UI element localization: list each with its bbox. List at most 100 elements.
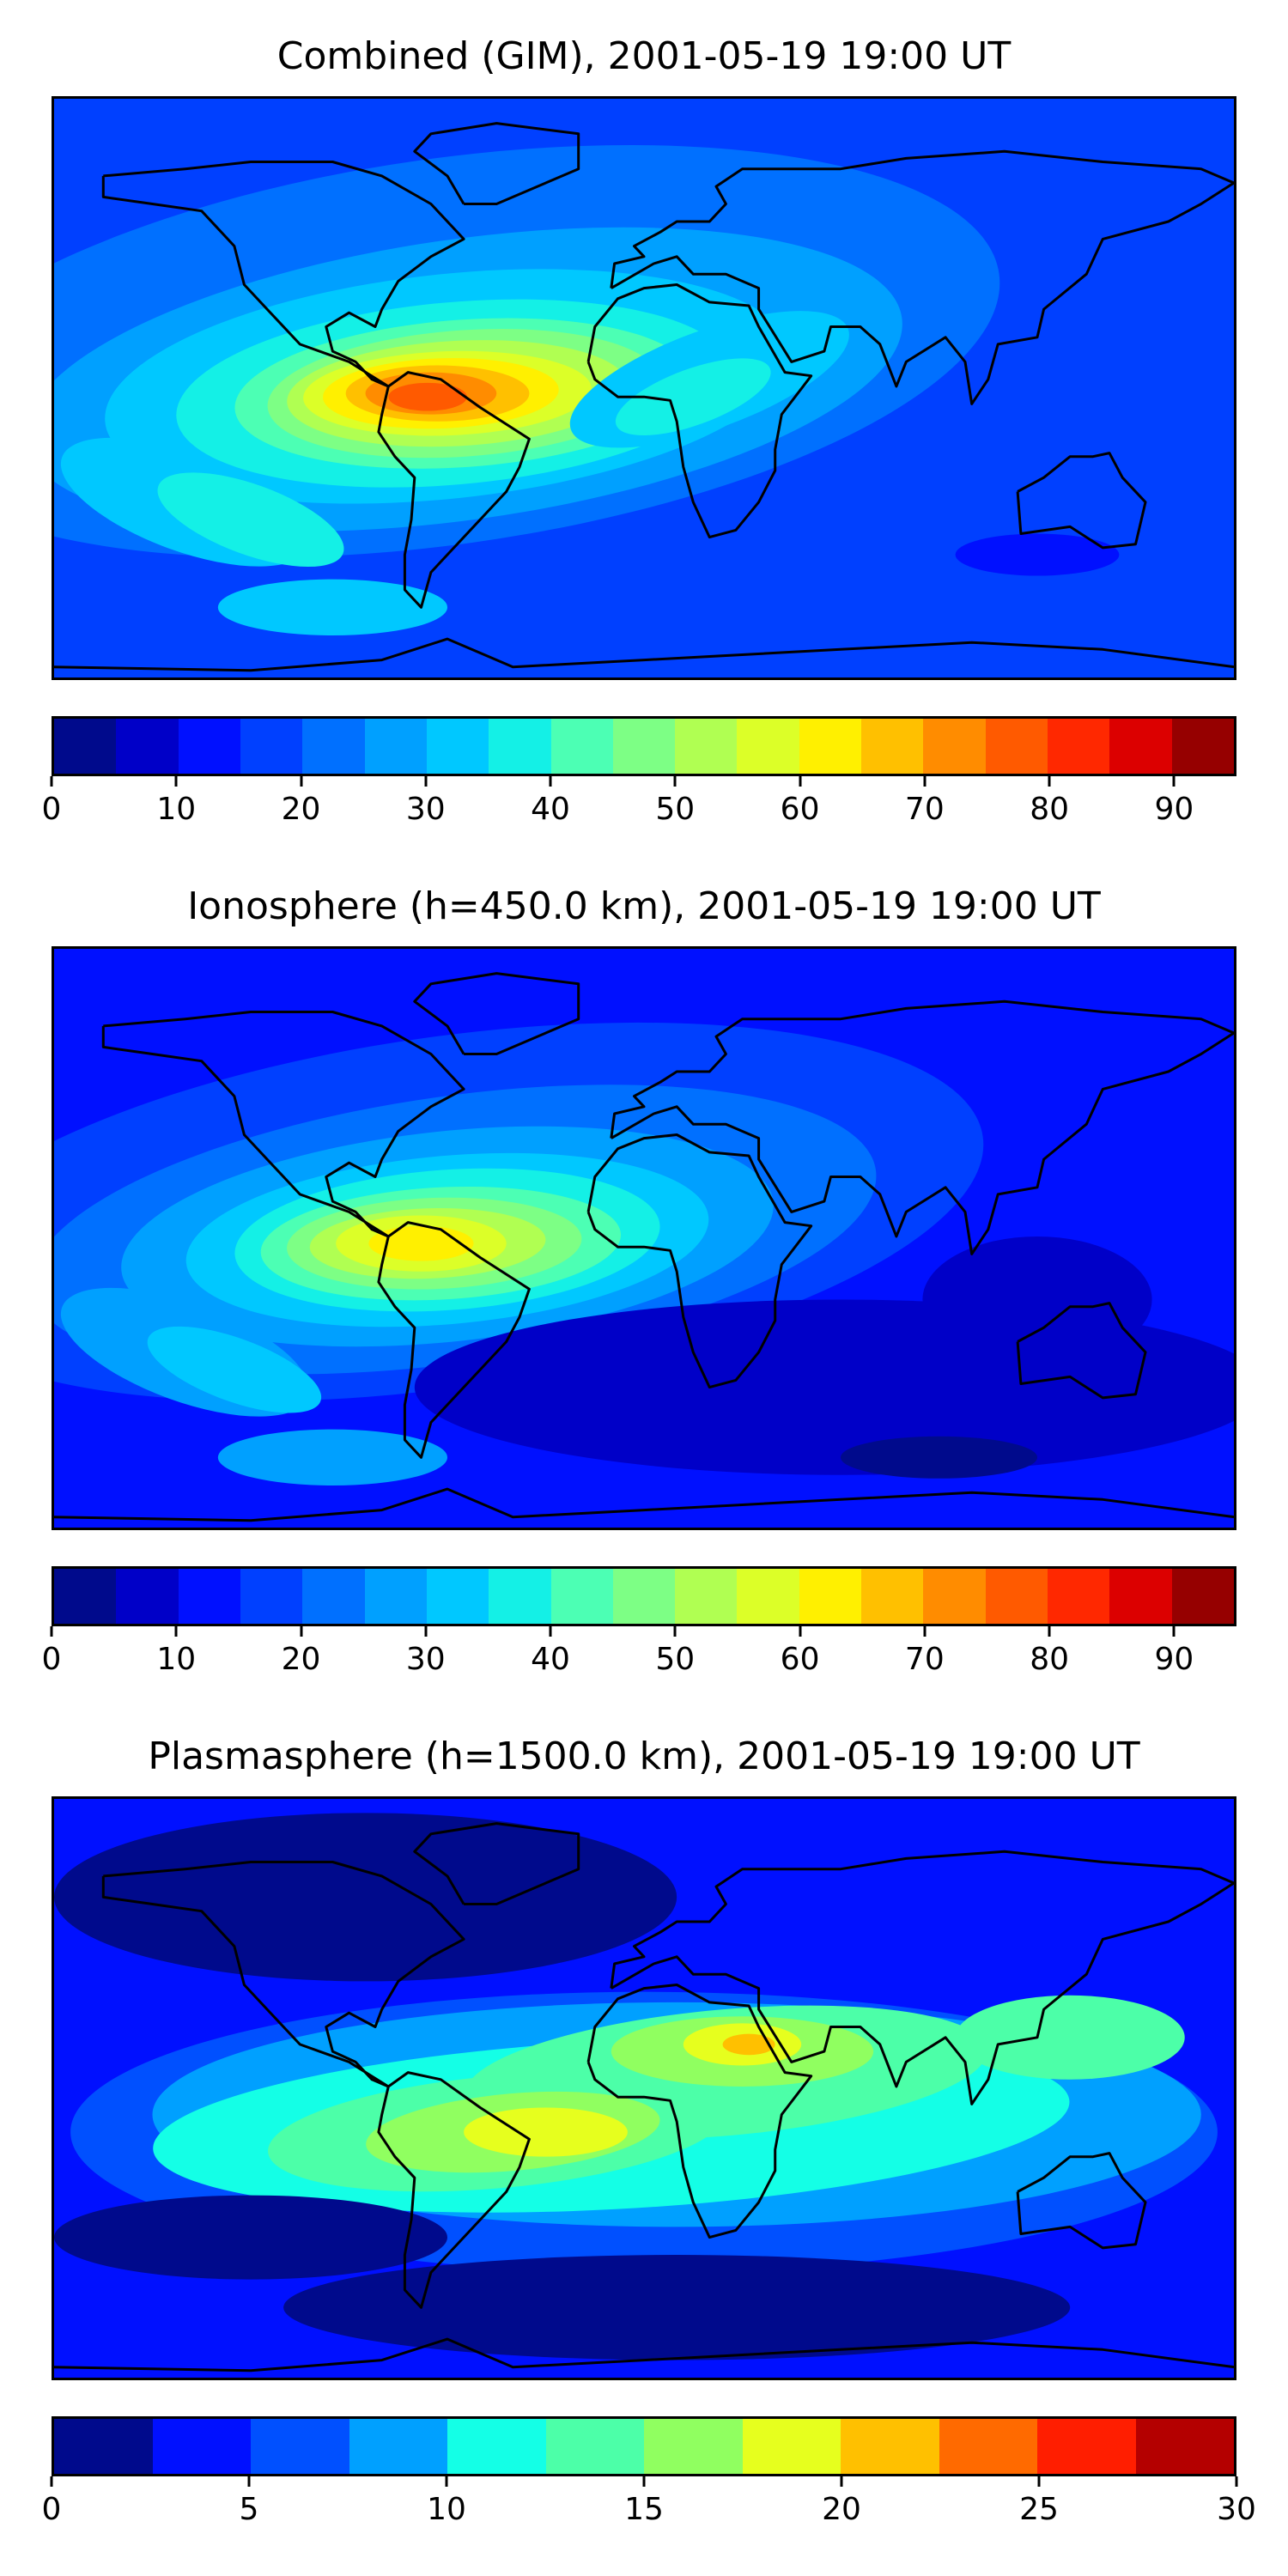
- colorbar-segment: [364, 719, 427, 774]
- colorbar-segment: [116, 1569, 179, 1624]
- coastline: [610, 1850, 1234, 2105]
- colorbar-tick: [247, 2476, 251, 2487]
- colorbar-segment: [644, 2419, 743, 2474]
- colorbar-tick-label: 60: [780, 792, 820, 827]
- colorbar-tick-label: 20: [822, 2492, 861, 2527]
- contour-band: [388, 382, 467, 411]
- colorbar-tick: [1048, 1626, 1051, 1637]
- colorbar-tick-label: 40: [531, 792, 570, 827]
- colorbar-segment: [152, 2419, 251, 2474]
- colorbar-segment: [550, 1569, 613, 1624]
- colorbar-segment: [178, 719, 240, 774]
- colorbar-segment: [939, 2419, 1037, 2474]
- colorbar-segment: [675, 1569, 738, 1624]
- colorbar-tick-label: 30: [405, 1642, 446, 1677]
- coastline: [377, 1221, 531, 1459]
- panel-title-ionosphere: Ionosphere (h=450.0 km), 2001-05-19 19:0…: [187, 884, 1101, 928]
- colorbar-segment: [612, 719, 676, 774]
- colorbar-tick-label: 50: [655, 1642, 696, 1677]
- colorbar-tick-label: 10: [156, 1642, 197, 1677]
- colorbar-tick-label: 15: [624, 2492, 664, 2527]
- colorbar-segment: [1048, 719, 1110, 774]
- colorbar-tick: [799, 1626, 802, 1637]
- colorbar-segment: [861, 719, 924, 774]
- colorbar-segment: [923, 1569, 986, 1624]
- contour-band: [922, 1236, 1152, 1364]
- colorbar-tick: [1037, 2476, 1041, 2487]
- contour-band: [722, 2033, 775, 2056]
- colorbar-segment: [1171, 1569, 1234, 1624]
- colorbar-segment: [349, 2419, 447, 2474]
- colorbar-segment: [737, 719, 799, 774]
- coastline: [586, 283, 813, 539]
- contour-band: [157, 472, 344, 568]
- colorbar-tick-label: 20: [281, 792, 321, 827]
- colorbar-tick: [673, 1626, 677, 1637]
- colorbar-tick-label: 70: [904, 792, 945, 827]
- colorbar-ionosphere: [52, 1566, 1236, 1626]
- colorbar-tick: [1048, 776, 1051, 787]
- colorbar-tick-label: 90: [1154, 792, 1194, 827]
- colorbar-segment: [923, 719, 986, 774]
- colorbar-segment: [985, 1569, 1048, 1624]
- colorbar-tick: [424, 1626, 428, 1637]
- panel-title-plasmasphere: Plasmasphere (h=1500.0 km), 2001-05-19 1…: [148, 1735, 1140, 1778]
- tec-map-combined: [54, 99, 1234, 677]
- coastline: [413, 122, 580, 205]
- colorbar-segment: [1037, 2419, 1136, 2474]
- coastline: [1016, 2152, 1147, 2250]
- coastline: [586, 1984, 813, 2239]
- colorbar-segment: [364, 1569, 427, 1624]
- colorbar-segment: [489, 719, 551, 774]
- colorbar-tick-label: 25: [1019, 2492, 1059, 2527]
- colorbar-tick-label: 0: [41, 1642, 62, 1677]
- colorbar-tick: [50, 776, 53, 787]
- map-plasmasphere: [52, 1796, 1236, 2380]
- contour-band: [841, 1436, 1037, 1479]
- colorbar-tick: [840, 2476, 843, 2487]
- colorbar-segment: [240, 719, 303, 774]
- colorbar-ticks-plasmasphere: 0 5 10 15 20 25 30: [42, 2476, 1256, 2528]
- colorbar-segment: [985, 719, 1048, 774]
- colorbar-tick-label: 0: [41, 2492, 62, 2527]
- colorbar-combined: [52, 716, 1236, 776]
- colorbar-segment: [240, 1569, 303, 1624]
- colorbar-tick: [424, 776, 428, 787]
- colorbar-segment: [675, 719, 738, 774]
- colorbar-tick-label: 80: [1030, 1642, 1069, 1677]
- coastline: [54, 2337, 1234, 2372]
- colorbar-segment: [742, 2419, 841, 2474]
- colorbar-segment: [1171, 719, 1234, 774]
- colorbar-segment: [447, 2419, 546, 2474]
- contour-band: [54, 2195, 447, 2280]
- colorbar-tick: [1235, 2476, 1238, 2487]
- colorbar-segment: [178, 1569, 240, 1624]
- colorbar-tick-label: 0: [41, 792, 62, 827]
- contour-band: [283, 2255, 1071, 2360]
- contour-band: [464, 2107, 628, 2157]
- colorbar-segment: [426, 1569, 489, 1624]
- colorbar-tick: [799, 776, 802, 787]
- coastline: [1016, 452, 1147, 550]
- colorbar-segment: [54, 2419, 153, 2474]
- coastline: [586, 1133, 813, 1389]
- colorbar-tick: [1172, 1626, 1176, 1637]
- colorbar-segment: [1135, 2419, 1234, 2474]
- coastline: [610, 149, 1234, 405]
- colorbar-segment: [489, 1569, 551, 1624]
- colorbar-tick-label: 40: [531, 1642, 570, 1677]
- coastline: [413, 1822, 580, 1905]
- colorbar-tick: [673, 776, 677, 787]
- contour-band: [955, 1995, 1185, 2080]
- coastline: [54, 1487, 1234, 1522]
- coastline: [54, 637, 1234, 672]
- colorbar-segment: [302, 1569, 365, 1624]
- colorbar-tick-label: 30: [1217, 2492, 1256, 2527]
- colorbar-segment: [799, 1569, 862, 1624]
- colorbar-segment: [251, 2419, 349, 2474]
- coastline: [101, 1011, 465, 1238]
- coastline: [1016, 1302, 1147, 1400]
- colorbar-segment: [54, 719, 117, 774]
- colorbar-tick: [174, 1626, 178, 1637]
- colorbar-tick: [923, 776, 927, 787]
